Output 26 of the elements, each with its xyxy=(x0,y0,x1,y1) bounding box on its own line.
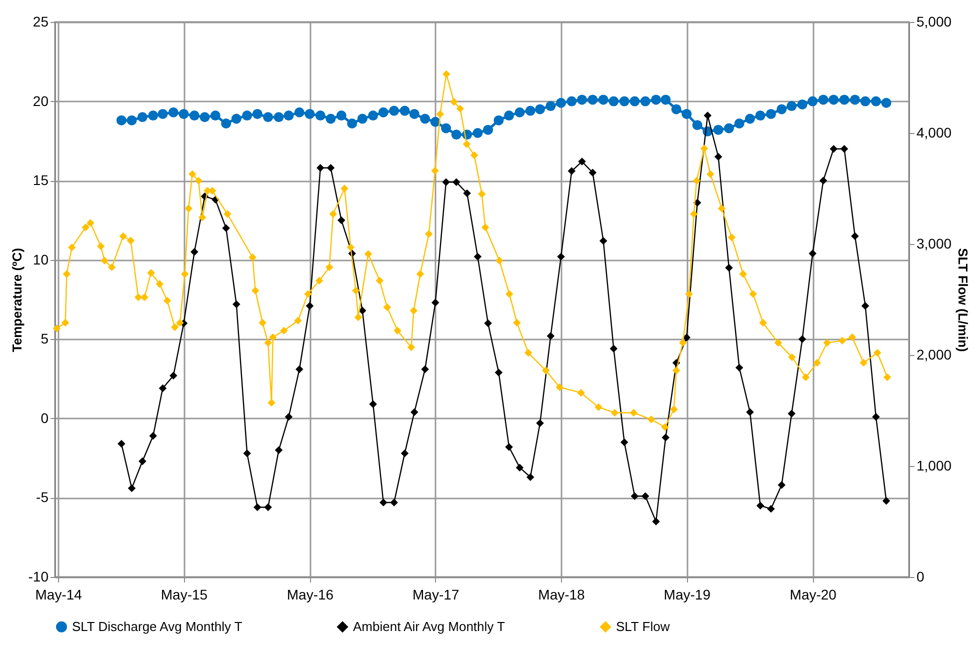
legend-label: SLT Flow xyxy=(616,618,670,634)
y-tick-label: 10 xyxy=(32,251,49,268)
x-tick-label: May-18 xyxy=(538,586,586,602)
y2-tick-label: 2,000 xyxy=(916,346,952,362)
y-tick-label: 5 xyxy=(40,330,49,347)
x-tick-label: May-17 xyxy=(412,586,460,602)
legend-label: Ambient Air Avg Monthly T xyxy=(353,618,506,634)
x-tick-label: May-16 xyxy=(286,586,334,602)
y-tick-label: 20 xyxy=(32,92,49,109)
y-tick-label: 25 xyxy=(32,14,49,30)
y-tick-label: 0 xyxy=(40,410,49,426)
y-tick-label: 15 xyxy=(32,172,49,188)
x-tick-label: May-14 xyxy=(35,586,82,602)
x-tick-label: May-15 xyxy=(160,586,208,602)
y2-tick-label: 5,000 xyxy=(916,14,952,30)
y2-tick-label: 1,000 xyxy=(916,458,952,474)
y-tick-label: -10 xyxy=(28,568,49,584)
y-tick-label: -5 xyxy=(36,489,49,506)
x-tick-label: May-19 xyxy=(664,586,711,602)
y2-tick-label: 4,000 xyxy=(916,124,952,140)
x-tick-label: May-20 xyxy=(790,586,837,602)
y2-tick-label: 3,000 xyxy=(916,236,952,252)
y2-tick-label: 0 xyxy=(916,568,924,584)
y2-axis-title: SLT Flow (L/min) xyxy=(956,248,971,352)
legend-label: SLT Discharge Avg Monthly T xyxy=(72,618,242,634)
y-axis-title: Temperature (ºC) xyxy=(9,248,24,352)
